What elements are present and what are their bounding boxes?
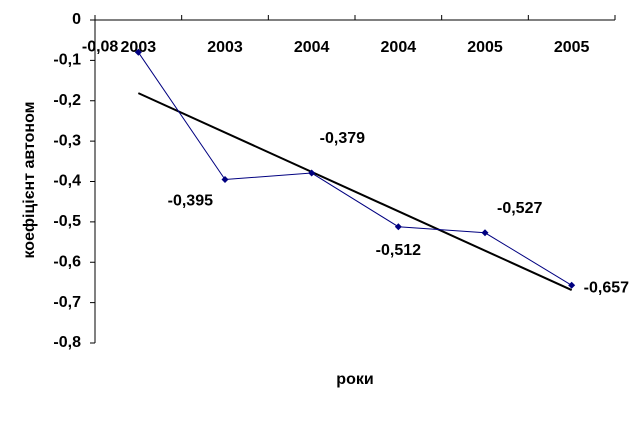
y-tick-label: -0,7 — [53, 294, 81, 311]
data-line — [137, 52, 572, 286]
data-point — [221, 175, 229, 183]
data-point — [481, 229, 489, 237]
y-tick-label: 0 — [72, 11, 81, 28]
x-tick-label: 2004 — [381, 39, 417, 56]
data-label: -0,395 — [168, 193, 213, 210]
y-tick-label: -0,5 — [53, 213, 81, 230]
y-tick-label: -0,6 — [53, 253, 81, 270]
y-tick-label: -0,1 — [53, 52, 81, 69]
x-axis-label: роки — [336, 371, 373, 388]
data-point — [394, 223, 402, 231]
x-tick-label: 2005 — [554, 39, 590, 56]
y-axis-label: коефіцієнт автоном — [21, 102, 38, 259]
x-tick-label: 2003 — [207, 39, 243, 56]
x-tick-label: 2004 — [294, 39, 330, 56]
data-label: -0,657 — [584, 279, 629, 296]
data-label: -0,379 — [320, 130, 365, 147]
y-tick-label: -0,8 — [53, 334, 81, 351]
y-tick-label: -0,2 — [53, 92, 81, 109]
x-tick-label: 2003 — [121, 39, 157, 56]
trendline — [137, 92, 573, 291]
data-point — [568, 281, 576, 289]
x-tick-label: 2005 — [467, 39, 503, 56]
y-tick-label: -0,4 — [53, 173, 81, 190]
data-label: -0,527 — [497, 200, 542, 217]
data-label: -0,512 — [376, 242, 421, 259]
data-point — [134, 48, 142, 56]
y-tick-label: -0,3 — [53, 132, 81, 149]
data-point — [308, 169, 316, 177]
data-label: -0,08 — [82, 39, 119, 56]
